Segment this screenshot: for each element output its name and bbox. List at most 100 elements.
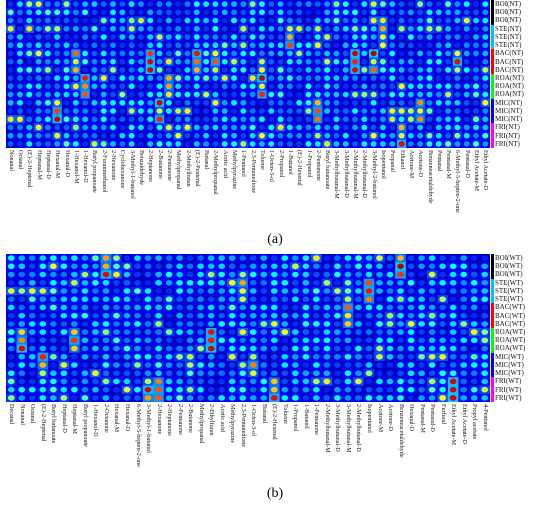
heatmap-spot <box>324 25 331 32</box>
heatmap-spot <box>370 83 377 90</box>
heatmap-spot <box>365 271 373 278</box>
heatmap-spot <box>324 91 331 98</box>
heatmap-spot <box>197 279 205 286</box>
heatmap-spot <box>324 99 331 106</box>
heatmap-spot <box>379 116 386 123</box>
heatmap-spot <box>482 25 489 32</box>
column-label: Propyl acetate <box>471 404 479 440</box>
heatmap-spot <box>481 255 489 261</box>
heatmap-spot <box>460 279 468 286</box>
heatmap-spot <box>100 116 107 123</box>
heatmap-spot <box>92 337 99 344</box>
heatmap-spot <box>155 353 162 360</box>
heatmap-spot <box>207 304 215 311</box>
heatmap-spot <box>18 296 26 303</box>
heatmap-spot <box>473 75 480 81</box>
column-label: 1-Butanol <box>286 150 294 175</box>
heatmap-spot <box>473 132 480 139</box>
heatmap-spot <box>386 263 394 270</box>
column-label: Butanal <box>203 150 211 170</box>
heatmap-spot <box>7 124 14 131</box>
heatmap-spot <box>249 312 257 319</box>
heatmap-spot <box>28 263 36 270</box>
heatmap-spot <box>305 50 312 57</box>
heatmap-spot <box>386 386 394 393</box>
heatmap-spot <box>137 67 144 73</box>
heatmap-spot <box>418 288 425 294</box>
heatmap-spot <box>324 124 331 131</box>
heatmap-spot <box>203 99 210 106</box>
heatmap-spot <box>407 395 415 401</box>
heatmap-spot <box>54 58 61 65</box>
heatmap-spot <box>313 386 320 393</box>
heatmap-spot <box>92 395 99 401</box>
heatmap-spot <box>239 370 247 377</box>
heatmap-spot <box>137 75 144 81</box>
heatmap-spot <box>323 321 331 327</box>
heatmap-spot <box>397 312 404 319</box>
heatmap-spot <box>119 50 126 57</box>
row-group-swatch <box>491 65 494 74</box>
heatmap-spot <box>186 353 194 360</box>
heatmap-spot <box>365 288 373 294</box>
heatmap-spot <box>379 141 386 147</box>
heatmap-spot <box>123 279 131 286</box>
heatmap-spot <box>49 329 57 335</box>
heatmap-spot <box>102 288 110 294</box>
heatmap-spot <box>203 25 210 32</box>
heatmap-spot <box>277 50 284 57</box>
heatmap-spot <box>137 58 144 65</box>
heatmap-spot <box>473 25 480 32</box>
heatmap-spot <box>439 312 447 319</box>
heatmap-spot <box>268 34 275 40</box>
heatmap-spot <box>165 296 173 303</box>
heatmap-spot <box>221 75 228 81</box>
heatmap-spot <box>334 362 341 368</box>
heatmap-spot <box>218 345 226 352</box>
heatmap-spot <box>426 75 433 81</box>
heatmap-spot <box>370 116 377 123</box>
heatmap-spot <box>277 108 284 114</box>
heatmap-spot <box>313 255 320 261</box>
heatmap-spot <box>407 124 414 131</box>
heatmap-spot <box>296 116 303 123</box>
heatmap-spot <box>426 67 433 73</box>
heatmap-spot <box>239 378 247 385</box>
column-label: 3-Methyl-2-butanol <box>370 150 378 199</box>
heatmap-spot <box>370 141 377 147</box>
heatmap-spot <box>435 1 442 7</box>
heatmap-spot <box>291 279 299 286</box>
heatmap-spot <box>270 312 278 319</box>
heatmap-spot <box>305 141 312 147</box>
heatmap-spot <box>342 91 349 98</box>
column-label: 6-Methyl-5-hepten-2-one <box>454 150 462 213</box>
heatmap-spot <box>228 329 236 335</box>
heatmap-spot <box>344 370 352 377</box>
heatmap-spot <box>397 353 404 360</box>
heatmap-spot <box>218 304 226 311</box>
heatmap-spot <box>240 42 247 49</box>
heatmap-spot <box>240 25 247 32</box>
heatmap-spot <box>156 50 163 57</box>
heatmap-spot <box>482 132 489 139</box>
heatmap-spot <box>81 263 89 270</box>
heatmap-spot <box>26 50 33 57</box>
heatmap-spot <box>231 25 238 32</box>
heatmap-spot <box>291 378 299 385</box>
row-label: BAC(NT) <box>495 57 524 66</box>
heatmap-spot <box>207 255 215 261</box>
heatmap-spot <box>72 9 79 16</box>
heatmap-spot <box>470 370 478 377</box>
heatmap-spot <box>44 42 51 49</box>
heatmap-spot <box>281 378 289 385</box>
heatmap-spot <box>333 50 340 57</box>
heatmap-spot <box>184 67 191 73</box>
heatmap-spot <box>352 1 359 7</box>
heatmap-spot <box>428 321 436 327</box>
heatmap-spot <box>398 108 405 114</box>
heatmap-spot <box>102 312 110 319</box>
heatmap-spot <box>134 255 141 261</box>
heatmap-spot <box>277 1 284 7</box>
row-label: FRI(WT) <box>495 385 522 394</box>
heatmap-spot <box>71 345 78 352</box>
